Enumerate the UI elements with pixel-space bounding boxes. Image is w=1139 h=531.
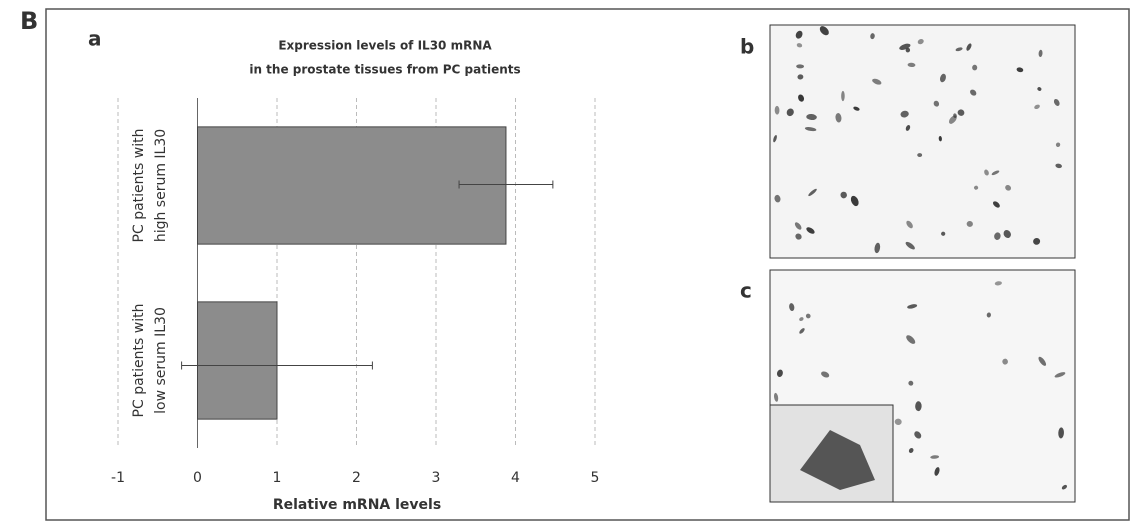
page: {"figure_label": "B", "panels": {"a": "a… <box>0 0 1139 531</box>
x-axis-label: Relative mRNA levels <box>273 497 441 513</box>
y-tick-label: low serum IL30 <box>153 307 169 414</box>
x-tick-label: 1 <box>273 470 282 486</box>
x-tick-label: 0 <box>193 470 202 486</box>
chart-title: Expression levels of IL30 mRNA <box>278 39 492 53</box>
x-tick-label: -1 <box>111 470 125 486</box>
x-tick-label: 3 <box>432 470 441 486</box>
x-tick-label: 4 <box>511 470 520 486</box>
figure: B a b c Expression levels of IL30 mRNA i… <box>0 0 1139 531</box>
bar <box>198 302 278 419</box>
y-tick-label: high serum IL30 <box>153 129 169 242</box>
panel-label: c <box>740 279 752 303</box>
y-tick-label: PC patients with <box>131 129 147 243</box>
panel-label: a <box>88 27 102 51</box>
bar <box>198 127 506 244</box>
stained-nucleus <box>841 91 845 101</box>
x-tick-label: 2 <box>352 470 361 486</box>
panel-label: b <box>740 35 754 59</box>
x-tick-label: 5 <box>591 470 600 486</box>
y-tick-label: PC patients with <box>131 304 147 418</box>
figure-label: B <box>20 7 38 35</box>
chart-title: in the prostate tissues from PC patients <box>249 63 520 77</box>
micrograph <box>770 25 1075 258</box>
